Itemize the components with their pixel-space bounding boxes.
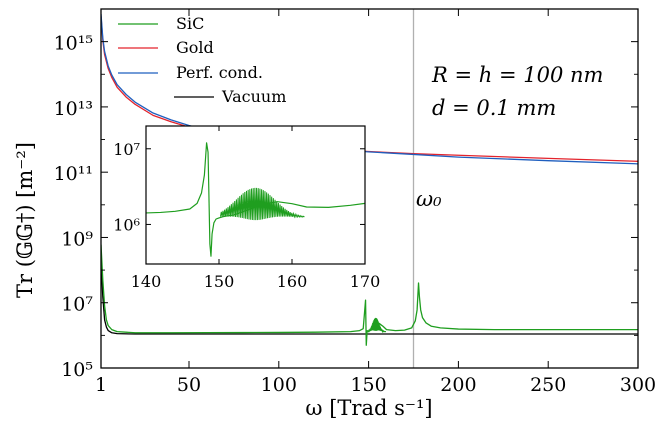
x-tick-label: 1 [95,374,107,396]
inset-axis-ticks [145,126,366,264]
y-tick-label: 10⁵ [61,359,93,381]
inset-x-tick-labels: 140 150 160 170 [131,272,381,291]
series-line-sic-oscillation [367,317,387,334]
inset-y-tick-label: 10⁷ [113,140,140,159]
y-tick-label: 10¹³ [54,98,93,120]
inset-series-line-oscillation [219,187,305,221]
x-tick-label: 250 [530,374,566,396]
omega0-label: ω₀ [416,187,442,211]
x-axis-title: ω [Trad s⁻¹] [305,396,432,420]
legend-label-perf-cond: Perf. cond. [176,63,263,82]
inset-x-tick-label: 160 [277,272,308,291]
inset-x-tick-label: 140 [131,272,162,291]
inset-frame [145,125,366,265]
y-tick-labels: 10⁵ 10⁷ 10⁹ 10¹¹ 10¹³ 10¹⁵ [54,33,94,381]
legend: SiC Gold Perf. cond. Vacuum [118,14,286,106]
main-axis-ticks [100,9,639,369]
inset-x-tick-label: 170 [350,272,381,291]
annotation-distance: d = 0.1 mm [432,96,556,120]
x-tick-label: 200 [440,374,476,396]
x-tick-label: 50 [177,374,201,396]
y-tick-label: 10⁷ [61,294,93,316]
x-tick-labels: 1 50 100 150 200 250 300 [95,374,656,396]
inset-x-tick-label: 150 [204,272,235,291]
x-tick-label: 150 [350,374,386,396]
legend-label-gold: Gold [176,38,214,57]
main-series-lines [101,14,638,346]
y-tick-label: 10¹¹ [54,163,93,185]
inset-series-line-envelope [146,142,365,257]
x-tick-label: 100 [261,374,297,396]
legend-label-sic: SiC [176,14,204,33]
y-tick-label: 10¹⁵ [54,33,93,55]
series-line-perf-cond [101,14,638,165]
legend-label-vacuum: Vacuum [221,87,286,106]
inset-y-tick-labels: 10⁶ 10⁷ [113,140,140,235]
series-line-gold [101,16,638,162]
inset-y-tick-label: 10⁶ [113,215,140,234]
inset-plot: 140 150 160 170 10⁶ 10⁷ [113,125,381,291]
annotation-dimensions: R = h = 100 nm [431,63,603,87]
main-plot-frame [100,8,639,369]
y-axis-title: Tr (𝔾𝔾†) [m⁻²] [13,142,37,298]
main-plot: 1 50 100 150 200 250 300 10⁵10⁷10⁹10¹¹10¹³10¹⁵… [13,8,656,420]
inset-series-lines [146,142,365,257]
series-line-vacuum [101,260,638,335]
y-tick-label: 10⁹ [61,228,93,250]
x-tick-label: 300 [620,374,656,396]
